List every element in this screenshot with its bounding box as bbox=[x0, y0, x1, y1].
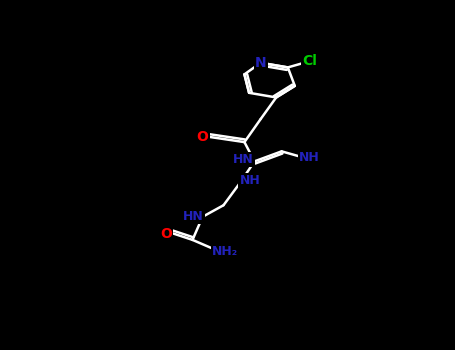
Text: O: O bbox=[160, 228, 172, 241]
Text: NH: NH bbox=[299, 151, 320, 164]
Text: NH₂: NH₂ bbox=[212, 245, 238, 258]
Text: HN: HN bbox=[183, 210, 204, 223]
Text: Cl: Cl bbox=[302, 54, 317, 68]
Text: O: O bbox=[197, 130, 208, 144]
Text: HN: HN bbox=[233, 153, 254, 166]
Text: N: N bbox=[255, 56, 267, 70]
Text: NH: NH bbox=[239, 174, 260, 187]
